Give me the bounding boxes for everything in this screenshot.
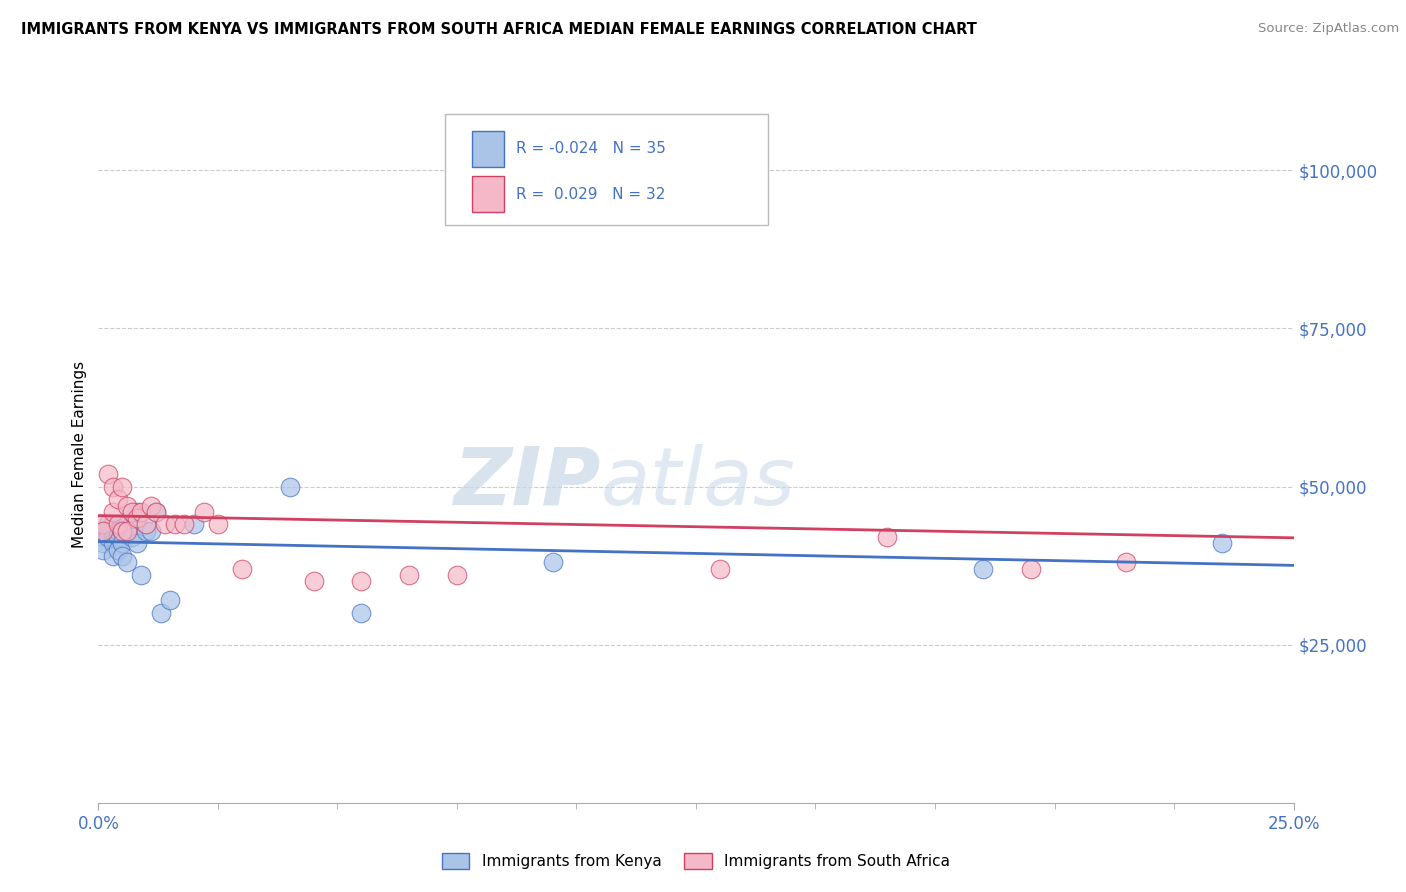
Point bbox=[145, 505, 167, 519]
Point bbox=[541, 556, 564, 570]
FancyBboxPatch shape bbox=[472, 131, 503, 167]
Point bbox=[111, 536, 134, 550]
Point bbox=[97, 517, 120, 532]
Point bbox=[876, 530, 898, 544]
Point bbox=[121, 530, 143, 544]
Y-axis label: Median Female Earnings: Median Female Earnings bbox=[72, 361, 87, 549]
Point bbox=[107, 530, 129, 544]
Point bbox=[111, 549, 134, 563]
Point bbox=[115, 556, 138, 570]
Text: R =  0.029   N = 32: R = 0.029 N = 32 bbox=[516, 186, 665, 202]
Point bbox=[101, 530, 124, 544]
Point bbox=[125, 505, 148, 519]
Point bbox=[97, 467, 120, 481]
Point bbox=[159, 593, 181, 607]
Point bbox=[101, 549, 124, 563]
Legend: Immigrants from Kenya, Immigrants from South Africa: Immigrants from Kenya, Immigrants from S… bbox=[436, 847, 956, 875]
Point bbox=[183, 517, 205, 532]
Point bbox=[101, 536, 124, 550]
Point bbox=[125, 536, 148, 550]
Point bbox=[135, 517, 157, 532]
Point bbox=[131, 505, 153, 519]
Point bbox=[1115, 556, 1137, 570]
Text: R = -0.024   N = 35: R = -0.024 N = 35 bbox=[516, 141, 665, 156]
Point bbox=[121, 505, 143, 519]
Point bbox=[1211, 536, 1233, 550]
Point bbox=[589, 188, 612, 202]
Point bbox=[125, 511, 148, 525]
Point bbox=[101, 505, 124, 519]
Point bbox=[1019, 562, 1042, 576]
Point bbox=[111, 524, 134, 538]
Text: Source: ZipAtlas.com: Source: ZipAtlas.com bbox=[1258, 22, 1399, 36]
Point bbox=[163, 517, 186, 532]
Point bbox=[107, 542, 129, 557]
Point bbox=[97, 530, 120, 544]
Point bbox=[107, 524, 129, 538]
Point bbox=[193, 505, 215, 519]
Point bbox=[91, 536, 114, 550]
Point bbox=[115, 517, 138, 532]
Point bbox=[135, 524, 157, 538]
Point bbox=[91, 530, 114, 544]
Point bbox=[709, 562, 731, 576]
Point bbox=[149, 606, 172, 620]
Point bbox=[446, 568, 468, 582]
Point bbox=[139, 524, 162, 538]
Text: atlas: atlas bbox=[600, 443, 796, 522]
Point bbox=[131, 568, 153, 582]
Text: ZIP: ZIP bbox=[453, 443, 600, 522]
Point bbox=[173, 517, 195, 532]
Point bbox=[231, 562, 253, 576]
Point bbox=[139, 499, 162, 513]
Point bbox=[121, 517, 143, 532]
Point bbox=[398, 568, 420, 582]
Point bbox=[302, 574, 325, 589]
Point bbox=[115, 524, 138, 538]
Point bbox=[350, 574, 373, 589]
Point bbox=[278, 479, 301, 493]
Text: IMMIGRANTS FROM KENYA VS IMMIGRANTS FROM SOUTH AFRICA MEDIAN FEMALE EARNINGS COR: IMMIGRANTS FROM KENYA VS IMMIGRANTS FROM… bbox=[21, 22, 977, 37]
Point bbox=[107, 492, 129, 507]
Point bbox=[107, 517, 129, 532]
Point bbox=[111, 524, 134, 538]
Point bbox=[91, 524, 114, 538]
Point bbox=[91, 524, 114, 538]
FancyBboxPatch shape bbox=[444, 114, 768, 226]
Point bbox=[91, 517, 114, 532]
Point bbox=[111, 479, 134, 493]
Point bbox=[101, 479, 124, 493]
Point bbox=[101, 517, 124, 532]
FancyBboxPatch shape bbox=[472, 176, 503, 212]
Point bbox=[91, 542, 114, 557]
Point bbox=[972, 562, 994, 576]
Point bbox=[207, 517, 229, 532]
Point bbox=[145, 505, 167, 519]
Point bbox=[350, 606, 373, 620]
Point bbox=[115, 499, 138, 513]
Point bbox=[97, 524, 120, 538]
Point bbox=[155, 517, 177, 532]
